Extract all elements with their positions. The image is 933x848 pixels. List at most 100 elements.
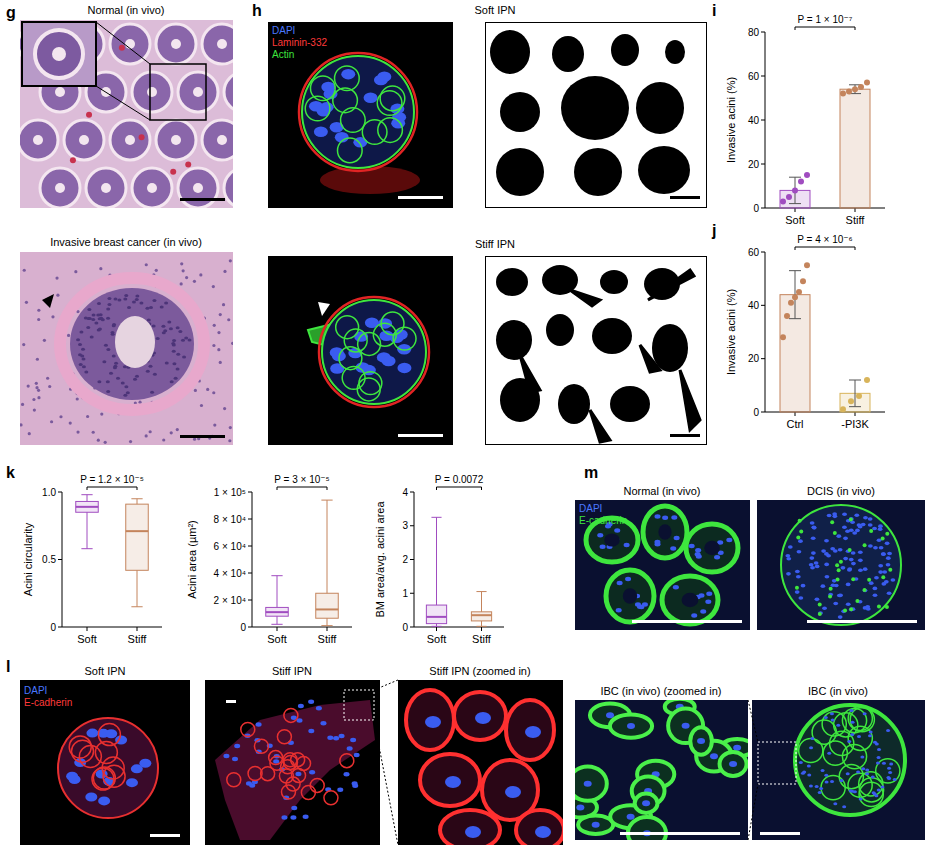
nucleus [878, 564, 883, 568]
nucleus [584, 781, 592, 787]
y-tick-label: 0 [240, 622, 246, 633]
acinus [40, 168, 80, 208]
lumen [217, 39, 227, 49]
nucleus [726, 538, 732, 543]
nucleus [99, 317, 103, 320]
y-tick [248, 600, 252, 601]
median [316, 608, 339, 610]
nucleus [133, 378, 137, 381]
ecad-spot [869, 529, 873, 533]
basement-membrane [299, 53, 417, 171]
nucleus [82, 365, 86, 368]
nucleus [213, 324, 216, 327]
lumen [193, 183, 203, 193]
nucleus [84, 371, 88, 374]
ecad-ibc-zoom [575, 700, 748, 840]
y-tick-label: 3 [402, 520, 408, 531]
y-tick-label: 60 [748, 247, 760, 258]
nucleus [139, 759, 151, 768]
acinus-mask [610, 386, 650, 422]
acinus [224, 168, 233, 208]
channel-label: E-cadherin [579, 515, 627, 526]
cell-outline [812, 720, 836, 744]
nucleus [811, 536, 816, 540]
acinus-mask [558, 384, 590, 424]
nucleus [846, 583, 851, 587]
nucleus [847, 568, 852, 572]
acinus-mask [638, 146, 690, 194]
nucleus [624, 543, 630, 548]
nucleus [87, 317, 91, 320]
y-tick-label: 40 [748, 115, 760, 126]
invasion-mask [520, 355, 540, 392]
x-axis [414, 627, 504, 628]
nucleus [138, 401, 141, 404]
image-title: Invasive breast cancer (in vivo) [50, 236, 202, 248]
nucleus [91, 318, 95, 321]
p-value: P = 4 × 10⁻⁶ [797, 234, 852, 245]
significance-bracket [437, 487, 482, 490]
nucleus [43, 339, 46, 342]
data-point [856, 393, 862, 399]
nucleus [129, 440, 132, 443]
y-tick [58, 627, 62, 628]
nucleus [104, 344, 108, 347]
nucleus [152, 325, 156, 328]
nucleus [350, 738, 356, 743]
nucleus [857, 735, 861, 738]
nucleus [885, 542, 890, 546]
nucleus [117, 299, 121, 302]
zoom-line [374, 680, 398, 690]
nucleus [176, 326, 180, 329]
nucleus [858, 551, 863, 555]
nucleus [46, 377, 49, 380]
ecad-spot [851, 577, 855, 581]
cell-outline [859, 778, 883, 802]
y-tick [410, 525, 414, 526]
cell [516, 810, 563, 845]
nucleus [37, 309, 40, 312]
y-axis [765, 252, 766, 412]
nucleus [825, 575, 830, 579]
median [471, 614, 491, 616]
figure: gNormal (in vivo)Invasive breast cancer … [0, 0, 933, 848]
scale-bar [620, 832, 740, 835]
nucleus [733, 745, 741, 751]
nucleus [219, 313, 222, 316]
nucleus [874, 576, 879, 580]
channel-label: E-cadherin [24, 697, 72, 708]
nucleus [223, 407, 226, 410]
nucleus [112, 324, 116, 327]
nucleus [858, 559, 863, 563]
nucleus [23, 269, 26, 272]
nucleus [614, 528, 620, 533]
p-value: P = 3 × 10⁻⁵ [274, 474, 329, 485]
nucleus [156, 337, 160, 340]
ecad-spot [835, 563, 839, 567]
nucleus [849, 528, 854, 532]
nucleus [617, 581, 623, 586]
ecad-zoom [398, 680, 563, 845]
data-point [858, 84, 864, 90]
data-point [804, 262, 810, 268]
image-background [205, 680, 380, 845]
plot-area [780, 80, 870, 208]
nucleus [66, 772, 78, 781]
nucleus [217, 331, 220, 334]
nucleus [339, 734, 345, 739]
y-tick [410, 627, 414, 628]
nucleus [855, 529, 860, 533]
image-title: Soft IPN [475, 4, 516, 16]
y-tick [248, 546, 252, 547]
acinus-mask [546, 314, 574, 346]
nucleus [308, 700, 314, 705]
nucleus [833, 549, 838, 553]
nucleus [886, 729, 890, 732]
acinus-mask [600, 270, 628, 294]
nucleus [112, 354, 116, 357]
nucleus [795, 590, 800, 594]
nucleus [51, 315, 54, 318]
nucleus [97, 380, 101, 383]
nucleus [344, 772, 350, 777]
nucleus [858, 568, 863, 572]
